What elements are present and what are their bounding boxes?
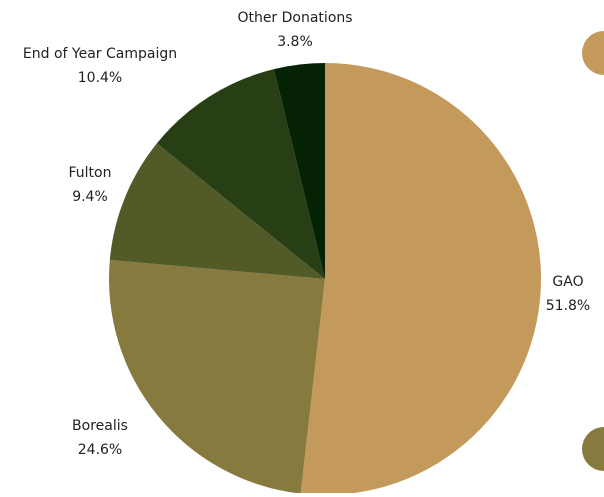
slice-label-name: End of Year Campaign — [23, 46, 177, 62]
pie-slices — [109, 63, 541, 495]
pie-slice-gao — [300, 63, 541, 495]
slice-label-name: Borealis — [72, 418, 128, 434]
pie-slice-other-donations — [273, 63, 325, 279]
pie-slice-borealis — [109, 260, 325, 494]
slice-label-name: Other Donations — [237, 10, 352, 26]
slice-label-value: 9.4% — [72, 189, 108, 205]
legend-marker-borealis — [582, 427, 604, 471]
legend-marker-gao — [582, 31, 604, 75]
legend — [582, 31, 604, 471]
slice-labels: GAO 51.8% Borealis 24.6% Fulton 9.4% End of Ye… — [23, 10, 590, 458]
slice-label-name: GAO — [552, 274, 583, 290]
pie-slice-end-of-year-campaign — [156, 69, 325, 279]
slice-label-name: Fulton — [69, 165, 112, 181]
slice-label-value: 3.8% — [277, 34, 313, 50]
slice-label-value: 24.6% — [78, 442, 122, 458]
slice-label-value: 51.8% — [546, 298, 590, 314]
pie-slice-fulton — [109, 143, 325, 279]
slice-label-value: 10.4% — [78, 70, 122, 86]
